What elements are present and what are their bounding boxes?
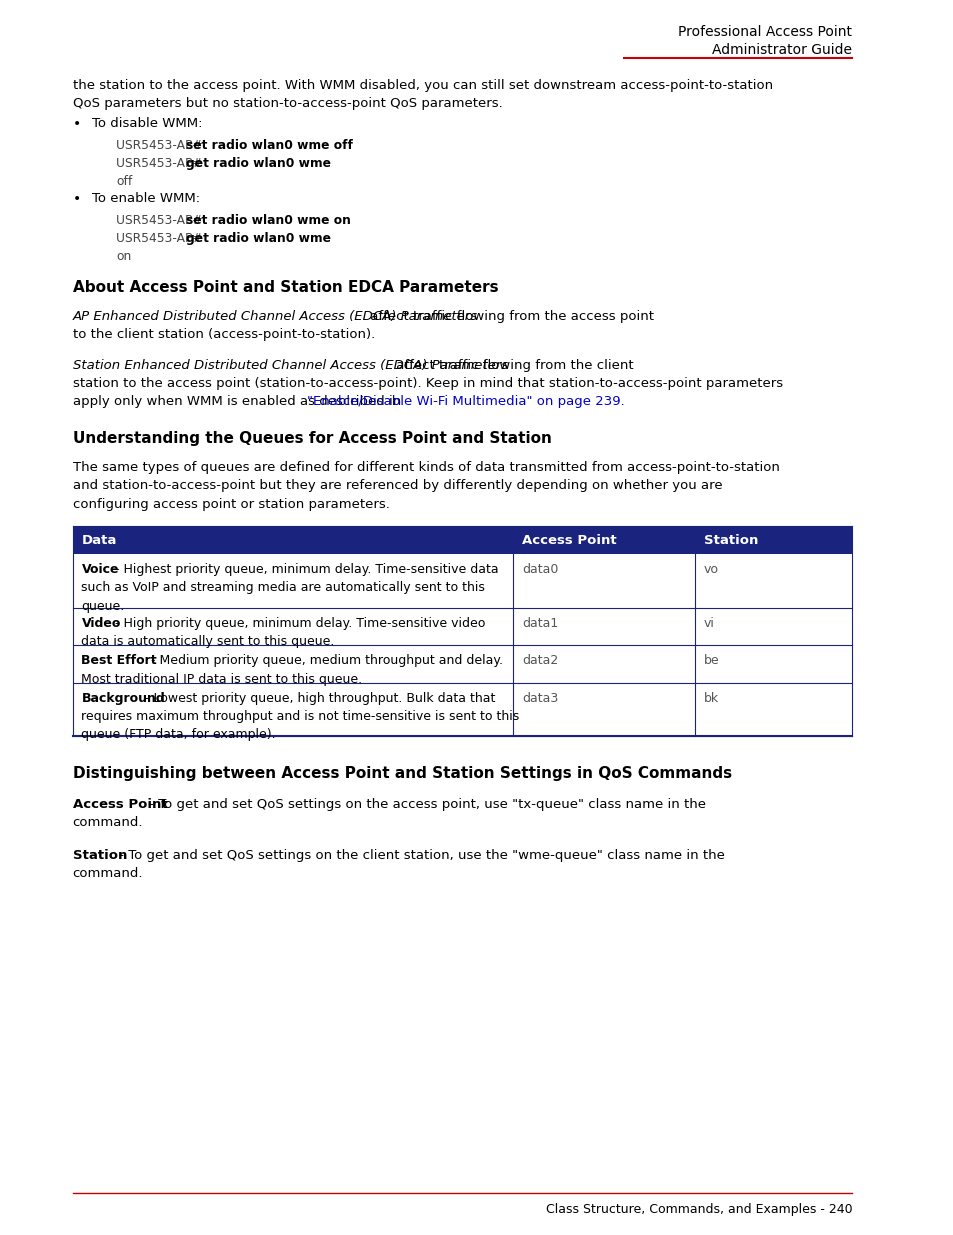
Text: apply only when WMM is enabled as described in: apply only when WMM is enabled as descri… — [72, 395, 405, 408]
Text: The same types of queues are defined for different kinds of data transmitted fro: The same types of queues are defined for… — [72, 461, 779, 474]
Text: •: • — [72, 117, 81, 131]
Text: USR5453-AP#: USR5453-AP# — [116, 157, 207, 170]
Text: affect traffic flowing from the client: affect traffic flowing from the client — [392, 358, 633, 372]
Text: •: • — [72, 191, 81, 205]
Text: Background: Background — [81, 692, 165, 705]
Text: vi: vi — [703, 616, 714, 630]
Text: configuring access point or station parameters.: configuring access point or station para… — [72, 498, 389, 510]
Text: to the client station (access-point-to-station).: to the client station (access-point-to-s… — [72, 329, 375, 341]
Text: Video: Video — [81, 616, 121, 630]
Text: data3: data3 — [521, 692, 558, 705]
Text: data1: data1 — [521, 616, 558, 630]
Text: get radio wlan0 wme: get radio wlan0 wme — [186, 157, 331, 170]
Text: - High priority queue, minimum delay. Time-sensitive video: - High priority queue, minimum delay. Ti… — [112, 616, 485, 630]
Text: - To get and set QoS settings on the access point, use "tx-queue" class name in : - To get and set QoS settings on the acc… — [145, 798, 705, 811]
Text: AP Enhanced Distributed Channel Access (EDCA) Parameters: AP Enhanced Distributed Channel Access (… — [72, 310, 477, 324]
Text: Access Point: Access Point — [521, 534, 616, 547]
Text: Most traditional IP data is sent to this queue.: Most traditional IP data is sent to this… — [81, 673, 362, 685]
Text: Voice: Voice — [81, 563, 119, 577]
Text: affect traffic flowing from the access point: affect traffic flowing from the access p… — [366, 310, 654, 324]
Text: Station: Station — [703, 534, 758, 547]
Text: data2: data2 — [521, 655, 558, 667]
Text: Understanding the Queues for Access Point and Station: Understanding the Queues for Access Poin… — [72, 431, 551, 446]
Text: command.: command. — [72, 867, 143, 879]
Text: such as VoIP and streaming media are automatically sent to this: such as VoIP and streaming media are aut… — [81, 582, 485, 594]
Text: Station: Station — [72, 848, 127, 862]
Text: "Enable/Disable Wi-Fi Multimedia" on page 239.: "Enable/Disable Wi-Fi Multimedia" on pag… — [307, 395, 624, 408]
Text: Class Structure, Commands, and Examples - 240: Class Structure, Commands, and Examples … — [545, 1203, 851, 1216]
Text: About Access Point and Station EDCA Parameters: About Access Point and Station EDCA Para… — [72, 280, 497, 295]
Text: vo: vo — [703, 563, 718, 577]
Text: the station to the access point. With WMM disabled, you can still set downstream: the station to the access point. With WM… — [72, 79, 772, 91]
Text: Data: Data — [81, 534, 116, 547]
Text: bk: bk — [703, 692, 718, 705]
Text: QoS parameters but no station-to-access-point QoS parameters.: QoS parameters but no station-to-access-… — [72, 98, 502, 110]
Text: and station-to-access-point but they are referenced by differently depending on : and station-to-access-point but they are… — [72, 479, 721, 493]
Text: data is automatically sent to this queue.: data is automatically sent to this queue… — [81, 635, 335, 648]
Bar — [72, 526, 513, 555]
Text: data0: data0 — [521, 563, 558, 577]
Text: Professional Access Point: Professional Access Point — [678, 25, 851, 40]
Text: Distinguishing between Access Point and Station Settings in QoS Commands: Distinguishing between Access Point and … — [72, 766, 731, 782]
Text: queue.: queue. — [81, 600, 125, 613]
Text: USR5453-AP#: USR5453-AP# — [116, 214, 207, 226]
Text: Station Enhanced Distributed Channel Access (EDCA) Parameters: Station Enhanced Distributed Channel Acc… — [72, 358, 507, 372]
Bar — [72, 608, 851, 646]
Bar — [513, 526, 694, 555]
Text: station to the access point (station-to-access-point). Keep in mind that station: station to the access point (station-to-… — [72, 377, 782, 390]
Text: get radio wlan0 wme: get radio wlan0 wme — [186, 232, 331, 245]
Text: Access Point: Access Point — [72, 798, 167, 811]
Text: requires maximum throughput and is not time-sensitive is sent to this: requires maximum throughput and is not t… — [81, 710, 519, 722]
Bar — [694, 526, 851, 555]
Text: set radio wlan0 wme on: set radio wlan0 wme on — [186, 214, 350, 226]
Text: - Lowest priority queue, high throughput. Bulk data that: - Lowest priority queue, high throughput… — [141, 692, 495, 705]
Text: USR5453-AP#: USR5453-AP# — [116, 140, 207, 152]
Text: be: be — [703, 655, 719, 667]
Text: on: on — [116, 249, 132, 263]
Text: command.: command. — [72, 816, 143, 830]
Text: To enable WMM:: To enable WMM: — [92, 191, 200, 205]
Bar — [72, 646, 851, 683]
Text: Administrator Guide: Administrator Guide — [712, 42, 851, 57]
Text: off: off — [116, 175, 132, 189]
Text: - Highest priority queue, minimum delay. Time-sensitive data: - Highest priority queue, minimum delay.… — [112, 563, 498, 577]
Text: - To get and set QoS settings on the client station, use the "wme-queue" class n: - To get and set QoS settings on the cli… — [114, 848, 724, 862]
Text: Best Effort: Best Effort — [81, 655, 157, 667]
Bar — [72, 555, 851, 608]
Text: - Medium priority queue, medium throughput and delay.: - Medium priority queue, medium throughp… — [147, 655, 502, 667]
Text: To disable WMM:: To disable WMM: — [92, 117, 202, 130]
Bar — [72, 683, 851, 736]
Text: USR5453-AP#: USR5453-AP# — [116, 232, 207, 245]
Text: queue (FTP data, for example).: queue (FTP data, for example). — [81, 729, 275, 741]
Text: set radio wlan0 wme off: set radio wlan0 wme off — [186, 140, 352, 152]
